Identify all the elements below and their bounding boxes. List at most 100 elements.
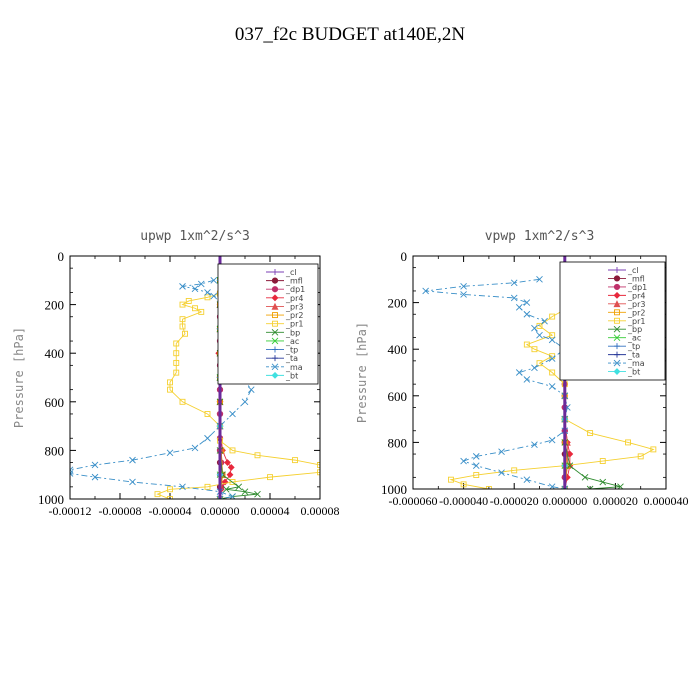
legend-label: _ta bbox=[627, 351, 640, 360]
data-point bbox=[566, 462, 574, 470]
legend-label: _ma bbox=[627, 359, 645, 368]
legend-marker bbox=[271, 363, 279, 371]
legend-marker bbox=[614, 267, 620, 273]
data-point bbox=[460, 481, 467, 488]
legend-label: _pr1 bbox=[627, 317, 645, 326]
data-point bbox=[549, 313, 556, 320]
data-point bbox=[185, 298, 192, 304]
data-point bbox=[192, 305, 198, 312]
data-point bbox=[229, 479, 236, 485]
legend-marker bbox=[613, 325, 621, 333]
data-point bbox=[536, 360, 543, 367]
data-point bbox=[226, 471, 234, 479]
legend-marker bbox=[613, 334, 621, 342]
data-point bbox=[179, 483, 186, 491]
data-point bbox=[548, 336, 556, 344]
data-point bbox=[173, 359, 180, 366]
data-point bbox=[197, 280, 205, 288]
data-point bbox=[179, 323, 186, 330]
data-point bbox=[536, 331, 543, 339]
data-point bbox=[515, 369, 523, 376]
data-point bbox=[204, 289, 211, 296]
data-point bbox=[247, 386, 255, 393]
legend-label: _bp bbox=[285, 328, 300, 337]
legend-label: _pr2 bbox=[627, 308, 645, 317]
data-point bbox=[317, 462, 320, 468]
legend: _cl_mfl_dp1_pr4_pr3_pr2_pr1_bp_ac_tp_ta_… bbox=[559, 261, 666, 381]
data-point bbox=[599, 478, 607, 486]
legend-label: _pr1 bbox=[285, 320, 303, 329]
y-tick-label: 200 bbox=[388, 296, 408, 311]
data-point bbox=[182, 330, 188, 337]
data-point bbox=[204, 411, 211, 417]
data-point bbox=[222, 485, 230, 493]
data-point bbox=[511, 467, 518, 474]
data-point bbox=[91, 473, 99, 481]
data-point bbox=[473, 472, 480, 478]
data-point bbox=[566, 450, 574, 458]
data-point bbox=[173, 369, 180, 376]
data-point bbox=[179, 316, 186, 323]
y-tick-label: 200 bbox=[45, 298, 65, 313]
data-point bbox=[198, 308, 205, 315]
data-point bbox=[498, 448, 505, 456]
data-point bbox=[167, 486, 173, 493]
series-line bbox=[70, 279, 252, 499]
data-point bbox=[510, 279, 518, 287]
figure-title: 037_f2c BUDGET at140E,2N bbox=[235, 24, 466, 45]
data-point bbox=[548, 436, 556, 444]
legend-label: _mfl bbox=[627, 274, 645, 283]
data-point bbox=[154, 491, 161, 498]
legend-label: _tp bbox=[285, 346, 298, 355]
data-point bbox=[229, 447, 236, 454]
x-tick-label: -0.000020 bbox=[490, 494, 539, 508]
data-point bbox=[498, 469, 505, 477]
series-line bbox=[425, 278, 568, 489]
data-point bbox=[254, 490, 261, 498]
legend-marker bbox=[272, 320, 278, 327]
data-point bbox=[586, 485, 594, 489]
data-point bbox=[531, 346, 538, 353]
data-point bbox=[523, 310, 531, 318]
plot-frame bbox=[69, 255, 321, 500]
x-tick-label: -0.00008 bbox=[99, 504, 142, 518]
x-tick-label: 0.000040 bbox=[644, 494, 689, 508]
y-tick-label: 0 bbox=[58, 249, 65, 264]
data-point bbox=[523, 299, 531, 306]
data-point bbox=[625, 439, 631, 446]
data-point bbox=[166, 449, 174, 457]
data-point bbox=[167, 379, 173, 386]
legend-marker bbox=[614, 351, 620, 358]
legend-label: _cl bbox=[285, 268, 297, 277]
data-point bbox=[167, 386, 173, 393]
data-point bbox=[179, 398, 186, 405]
data-point bbox=[460, 457, 467, 465]
legend-marker bbox=[271, 371, 279, 379]
y-tick-label: 400 bbox=[45, 346, 65, 361]
legend-marker bbox=[271, 277, 279, 284]
data-point bbox=[324, 467, 329, 472]
data-point bbox=[91, 461, 99, 469]
data-point bbox=[460, 291, 467, 298]
x-tick-label: 0.00000 bbox=[201, 504, 240, 518]
data-point bbox=[531, 324, 538, 332]
x-tick-label: 0.000000 bbox=[542, 494, 587, 508]
data-point bbox=[549, 332, 556, 339]
x-tick-label: -0.000040 bbox=[439, 494, 488, 508]
y-tick-label: 800 bbox=[388, 435, 408, 450]
legend-label: _pr2 bbox=[285, 311, 303, 320]
legend-marker bbox=[613, 291, 621, 299]
y-tick-label: 0 bbox=[401, 249, 408, 264]
y-tick-label: 800 bbox=[45, 443, 65, 458]
data-point bbox=[549, 369, 556, 376]
data-point bbox=[129, 456, 136, 464]
legend-label: _dp1 bbox=[627, 283, 647, 292]
legend-label: _bt bbox=[627, 368, 640, 377]
legend-marker bbox=[272, 355, 278, 362]
y-tick-label: 400 bbox=[388, 342, 408, 357]
data-point bbox=[204, 483, 211, 490]
data-point bbox=[224, 459, 231, 466]
data-point bbox=[191, 444, 199, 452]
data-point bbox=[523, 376, 531, 383]
